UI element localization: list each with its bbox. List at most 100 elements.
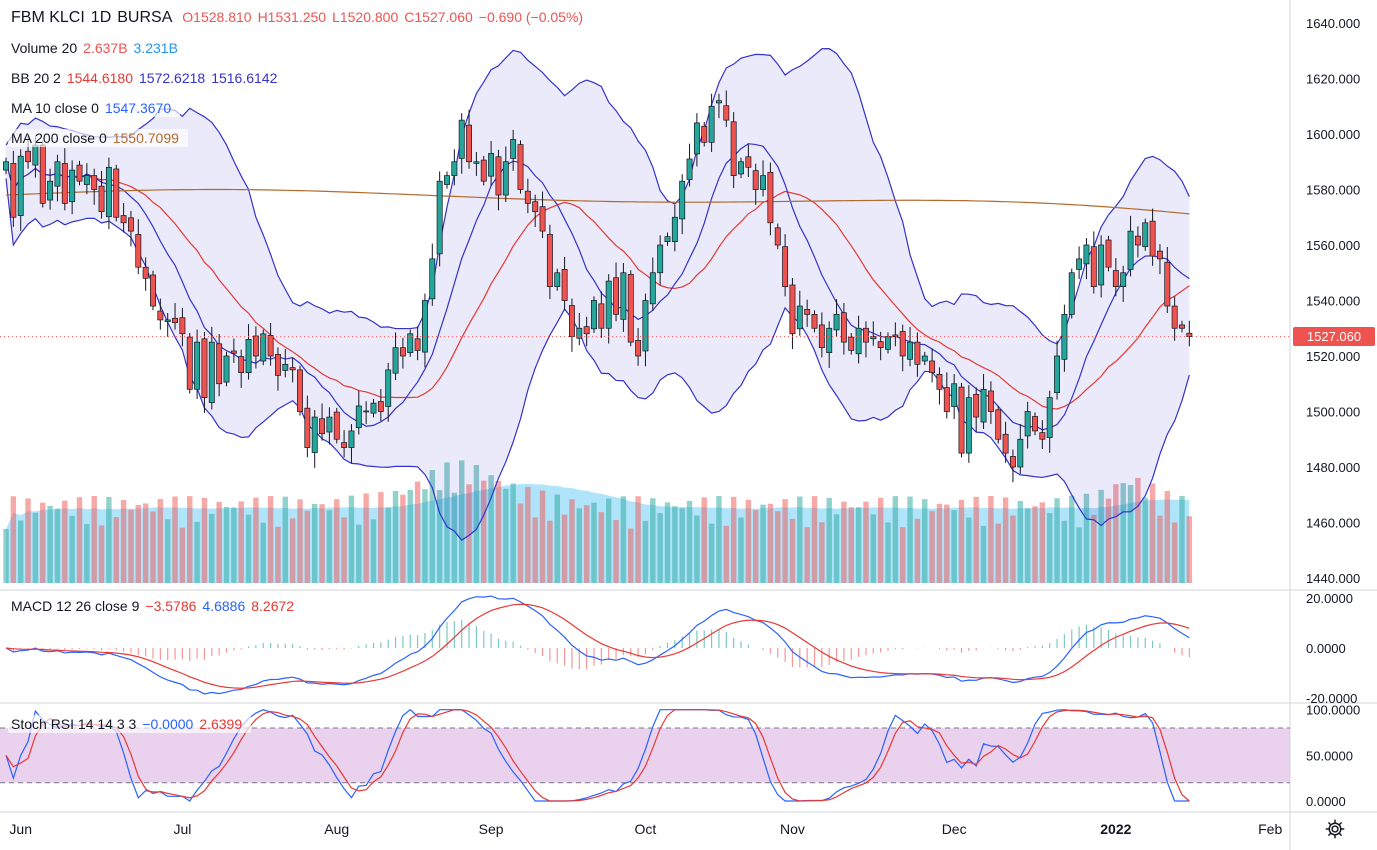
- volume-bar: [1047, 513, 1053, 583]
- candle: [1105, 235, 1112, 272]
- candle: [208, 326, 215, 410]
- price-tick-label: 1620.000: [1306, 72, 1360, 87]
- volume-bar: [76, 497, 83, 583]
- candle: [1090, 231, 1097, 294]
- candle-body: [782, 246, 789, 287]
- candle: [451, 149, 458, 186]
- macd-legend[interactable]: MACD 12 26 close 9 −3.5786 4.6886 8.2672: [8, 597, 304, 615]
- candle-body: [760, 175, 767, 190]
- candle: [135, 219, 142, 275]
- candle-body: [363, 410, 370, 413]
- volume-bar: [238, 501, 244, 583]
- candle: [245, 324, 252, 380]
- volume-bar: [569, 499, 575, 583]
- candle: [466, 109, 473, 169]
- candle-body: [679, 180, 686, 220]
- volume-bar: [142, 503, 149, 583]
- candle: [723, 90, 730, 128]
- candle-body: [333, 411, 340, 440]
- candle: [252, 326, 259, 369]
- candle: [907, 326, 914, 367]
- volume-bar: [216, 501, 222, 583]
- candle: [319, 403, 326, 441]
- candle-body: [1186, 332, 1193, 337]
- price-tick-label: 1500.000: [1306, 405, 1360, 420]
- volume-bar: [900, 527, 906, 583]
- volume-bar: [1098, 489, 1104, 583]
- symbol-name[interactable]: FBM KLCI: [11, 9, 85, 26]
- volume-bar: [1186, 516, 1193, 583]
- candle: [83, 163, 90, 195]
- candle-body: [61, 163, 68, 204]
- volume-bar: [628, 528, 634, 583]
- gear-icon[interactable]: [1324, 818, 1346, 840]
- volume-bar: [517, 503, 524, 583]
- candle: [1002, 421, 1009, 463]
- candle: [1120, 265, 1127, 302]
- stoch-k-line: [5, 708, 1190, 802]
- candle: [539, 191, 546, 239]
- candle: [627, 270, 634, 347]
- candle: [76, 160, 83, 186]
- candle-body: [885, 336, 891, 350]
- candle: [157, 298, 164, 330]
- time-tick-label: Dec: [942, 821, 967, 837]
- price-tick-label: 1640.000: [1306, 16, 1360, 31]
- candle: [1142, 218, 1149, 251]
- stoch-tick-label: 100.0000: [1306, 703, 1360, 718]
- volume-bar: [165, 519, 171, 583]
- candle-body: [429, 258, 436, 300]
- candle: [862, 321, 869, 358]
- candle: [804, 299, 811, 327]
- volume-bar: [922, 499, 928, 583]
- candle: [532, 194, 539, 227]
- volume-bar: [25, 498, 31, 583]
- candle-body: [613, 277, 620, 315]
- time-tick-label: Sep: [479, 821, 504, 837]
- candle-body: [723, 105, 730, 121]
- candle: [399, 337, 406, 369]
- candle: [473, 152, 480, 176]
- bb-upper-line: [5, 48, 1190, 345]
- bb-fill: [6, 48, 1190, 541]
- candle: [172, 302, 178, 330]
- candle-body: [164, 319, 171, 322]
- last-price-tag: 1527.060: [1293, 327, 1375, 346]
- candle: [767, 162, 774, 236]
- volume-bar: [128, 509, 134, 583]
- candle: [10, 150, 17, 227]
- candle-body: [936, 373, 943, 390]
- candle: [502, 146, 509, 202]
- candle-body: [730, 121, 737, 176]
- volume-bar: [187, 496, 193, 583]
- candle: [936, 367, 943, 405]
- candle: [848, 332, 855, 355]
- stoch-legend[interactable]: Stoch RSI 14 14 3 3 −0.0000 2.6399: [8, 715, 252, 733]
- time-tick-label: Jul: [173, 821, 191, 837]
- candle-body: [576, 327, 583, 339]
- candle-body: [701, 125, 708, 143]
- candle-body: [414, 338, 421, 351]
- bb-upper-value: 1572.6218: [139, 70, 206, 86]
- volume-bar: [113, 517, 119, 583]
- candle: [311, 410, 318, 468]
- candle-body: [539, 206, 546, 232]
- candle-body: [591, 300, 597, 330]
- volume-bar: [679, 508, 685, 583]
- candle: [91, 168, 98, 205]
- volume-bar: [466, 484, 472, 583]
- candle-body: [275, 353, 281, 376]
- candle: [715, 93, 722, 119]
- candle: [1009, 449, 1016, 483]
- ma200-legend[interactable]: MA 200 close 0 1550.7099: [8, 129, 188, 147]
- time-tick-label: Oct: [635, 821, 657, 837]
- candle: [61, 148, 68, 211]
- interval-label[interactable]: 1D: [90, 9, 112, 26]
- ma10-legend[interactable]: MA 10 close 0 1547.3670: [8, 99, 181, 117]
- candle-body: [201, 338, 208, 398]
- volume-bar: [789, 518, 796, 583]
- bb-legend[interactable]: BB 20 2 1544.6180 1572.6218 1516.6142: [8, 69, 287, 87]
- candle-body: [370, 402, 377, 414]
- volume-legend[interactable]: Volume 20 2.637B 3.231B: [8, 39, 187, 57]
